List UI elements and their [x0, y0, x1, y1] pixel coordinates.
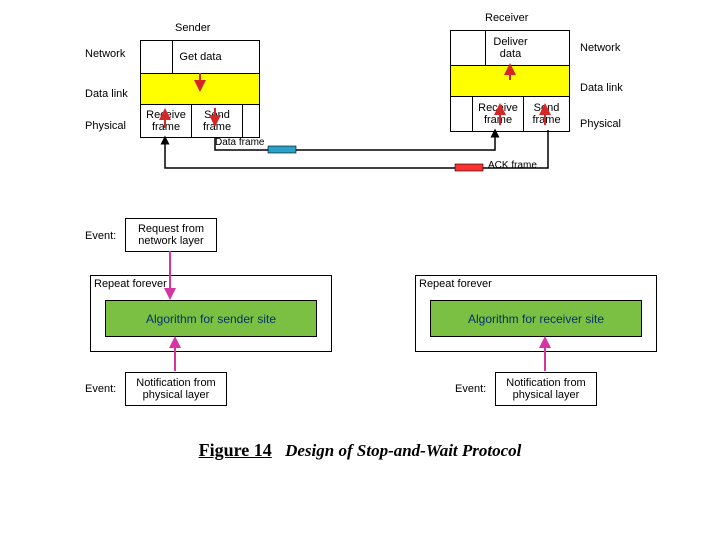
figure-text: Design of Stop-and-Wait Protocol: [285, 441, 521, 460]
algo-arrows: [0, 0, 720, 420]
figure-number: Figure 14: [199, 440, 272, 460]
figure-caption: Figure 14 Design of Stop-and-Wait Protoc…: [0, 440, 720, 461]
